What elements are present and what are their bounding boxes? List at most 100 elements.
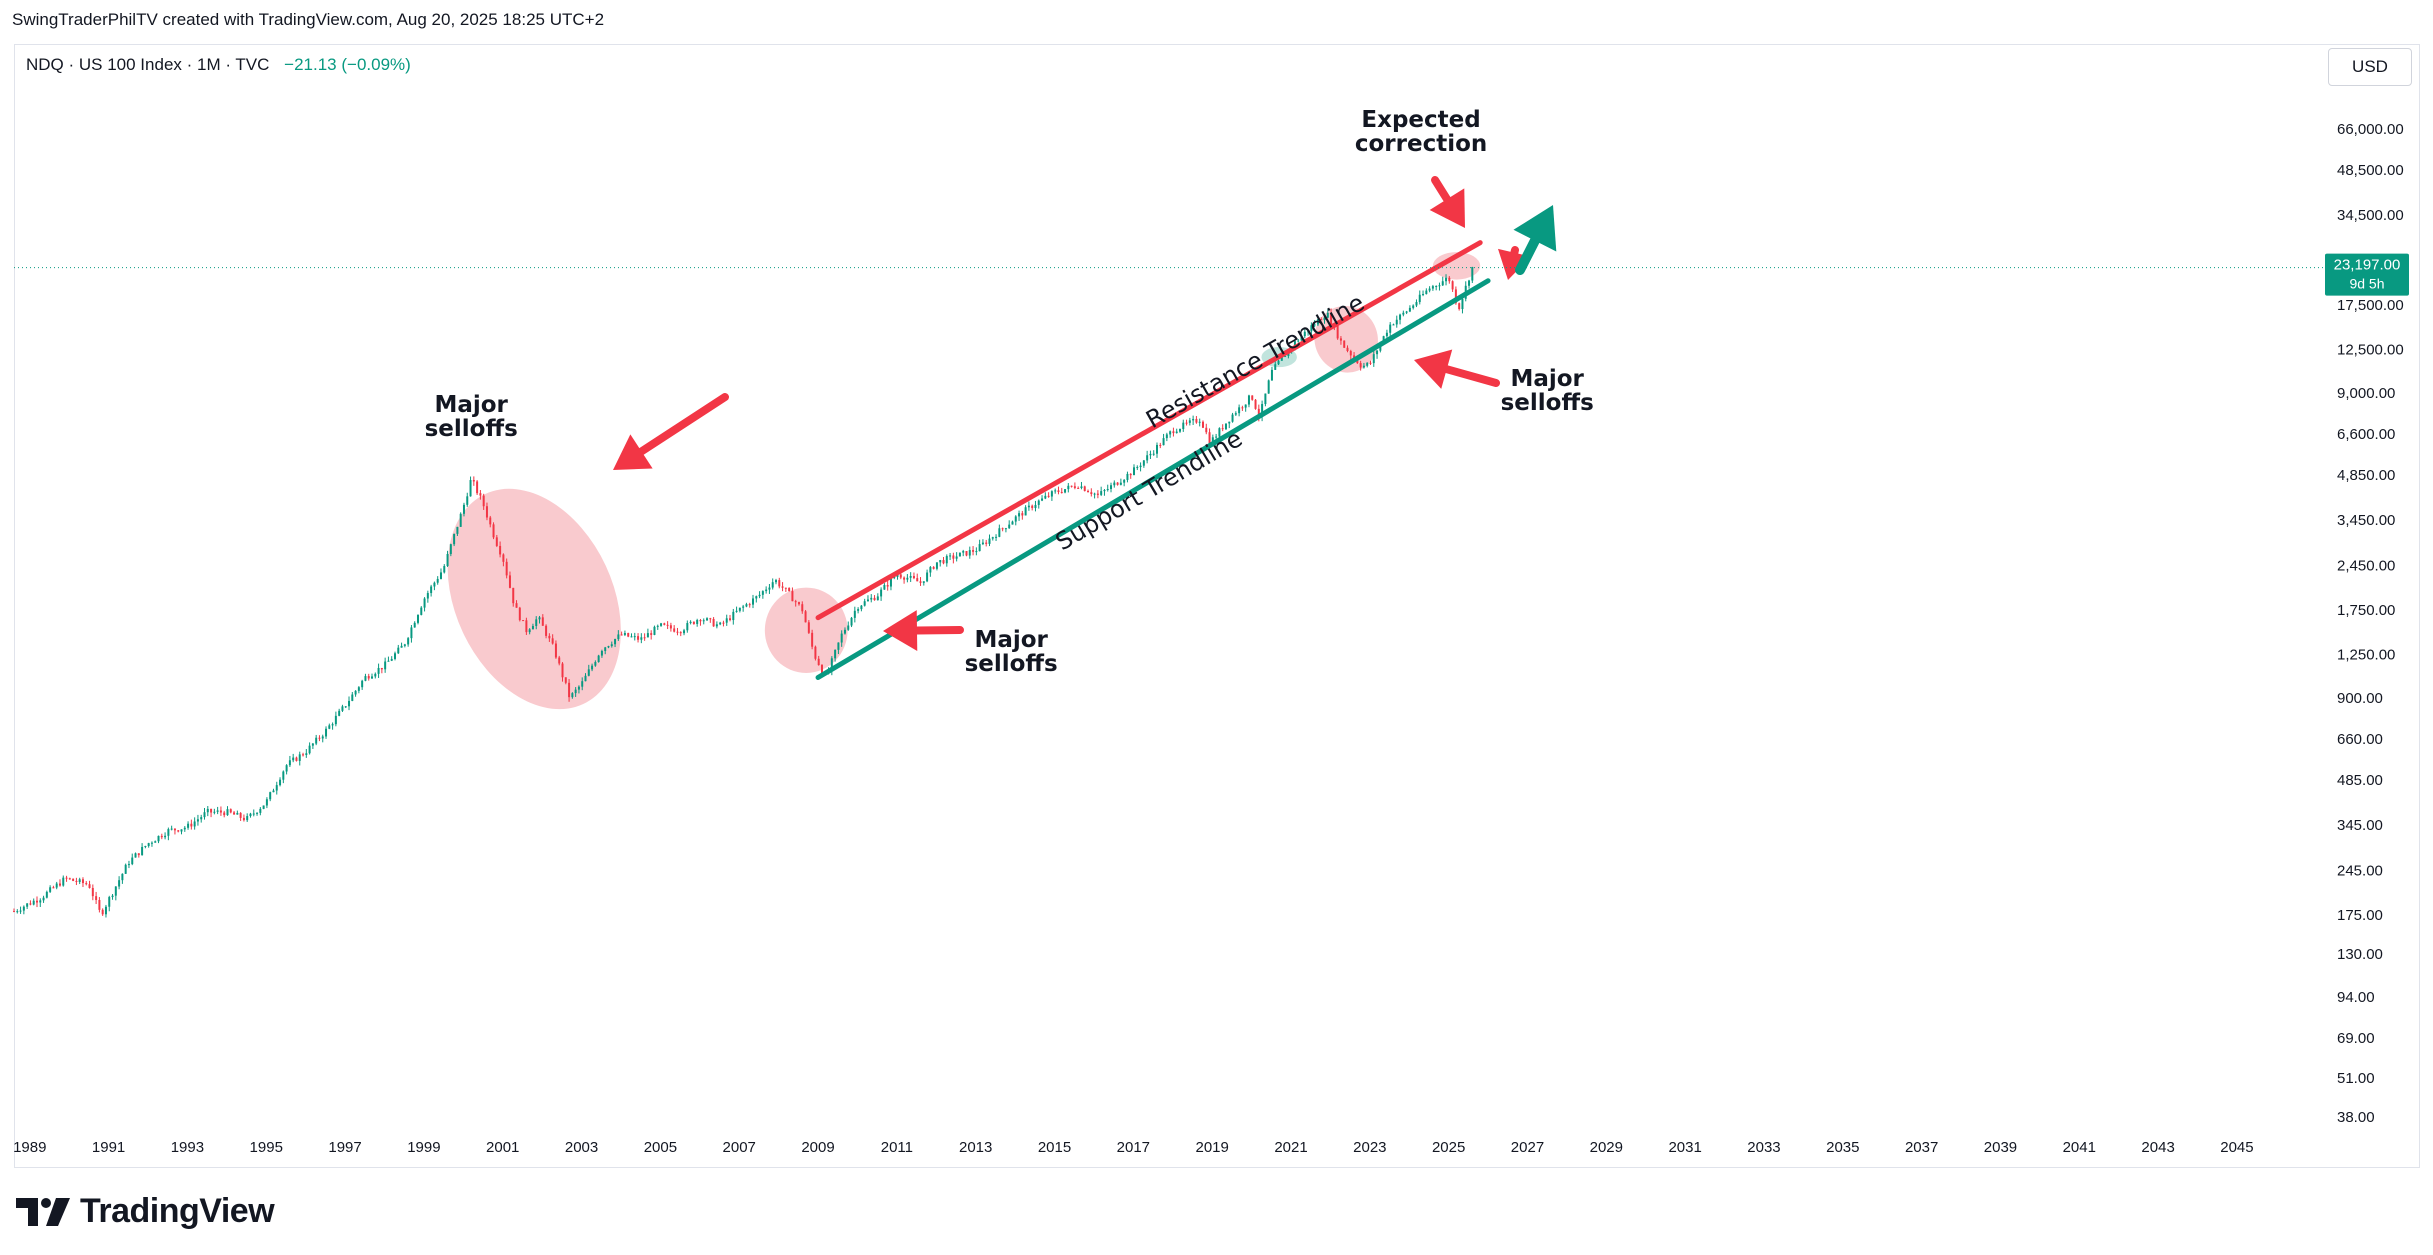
candle-body bbox=[1047, 495, 1050, 497]
candle-body bbox=[732, 611, 735, 621]
candle-body bbox=[508, 575, 511, 588]
candle-body bbox=[1050, 491, 1053, 497]
candle-body bbox=[627, 633, 630, 637]
candle-body bbox=[1123, 479, 1126, 483]
candle-body bbox=[610, 644, 613, 647]
candle-body bbox=[213, 811, 216, 813]
candle-body bbox=[1195, 418, 1198, 423]
annotation-label: Major bbox=[1510, 366, 1584, 392]
candle-body bbox=[515, 603, 518, 608]
candle-body bbox=[1366, 362, 1369, 366]
candle-body bbox=[531, 625, 534, 630]
candle-body bbox=[413, 622, 416, 628]
x-tick-label: 1999 bbox=[407, 1139, 440, 1156]
selloff-highlight bbox=[764, 587, 848, 673]
tradingview-logo[interactable]: TradingView bbox=[16, 1192, 275, 1231]
candle-body bbox=[663, 623, 666, 625]
candle-body bbox=[860, 605, 863, 610]
candle-body bbox=[1021, 513, 1024, 516]
x-tick-label: 2015 bbox=[1038, 1139, 1071, 1156]
candle-body bbox=[791, 591, 794, 602]
candle-body bbox=[968, 550, 971, 556]
candle-body bbox=[124, 864, 127, 874]
candle-body bbox=[1297, 340, 1300, 342]
candle-body bbox=[265, 799, 268, 806]
candle-body bbox=[620, 634, 623, 636]
candle-body bbox=[745, 604, 748, 607]
candle-body bbox=[551, 638, 554, 644]
candle-body bbox=[374, 673, 377, 677]
symbol-header[interactable]: NDQ · US 100 Index · 1M · TVC −21.13 (−0… bbox=[26, 55, 411, 75]
candle-body bbox=[1412, 305, 1415, 308]
candle-body bbox=[1208, 432, 1211, 444]
candle-body bbox=[288, 760, 291, 766]
candle-body bbox=[482, 495, 485, 507]
candle-body bbox=[1415, 302, 1418, 306]
candle-body bbox=[177, 830, 180, 832]
candle-body bbox=[1228, 421, 1231, 424]
candle-body bbox=[571, 693, 574, 698]
candle-body bbox=[1201, 421, 1204, 428]
candle-body bbox=[430, 586, 433, 594]
x-tick-label: 2043 bbox=[2141, 1139, 2174, 1156]
candle-body bbox=[669, 625, 672, 629]
candle-body bbox=[49, 887, 52, 892]
candle-body bbox=[1402, 312, 1405, 315]
candle-body bbox=[597, 655, 600, 663]
y-tick-label: 130.00 bbox=[2337, 946, 2383, 963]
candle-body bbox=[499, 545, 502, 555]
candle-body bbox=[1044, 495, 1047, 499]
candle-body bbox=[558, 657, 561, 664]
candle-body bbox=[229, 809, 232, 813]
candle-body bbox=[183, 827, 186, 830]
candle-body bbox=[811, 632, 814, 647]
candle-body bbox=[249, 813, 252, 817]
candle-body bbox=[1425, 290, 1428, 295]
candle-body bbox=[949, 555, 952, 557]
candle-body bbox=[1300, 336, 1303, 341]
candle-body bbox=[978, 544, 981, 552]
y-tick-label: 94.00 bbox=[2337, 989, 2375, 1006]
candle-body bbox=[512, 587, 515, 604]
candle-body bbox=[1142, 460, 1145, 466]
candle-body bbox=[456, 526, 459, 534]
symbol-line: NDQ · US 100 Index · 1M · TVC bbox=[26, 55, 270, 74]
candle-body bbox=[459, 513, 462, 527]
x-tick-label: 1989 bbox=[13, 1139, 46, 1156]
candle-body bbox=[1339, 338, 1342, 341]
candle-body bbox=[81, 879, 84, 884]
candle-body bbox=[676, 631, 679, 633]
candle-body bbox=[712, 618, 715, 627]
y-tick-label: 34,500.00 bbox=[2337, 207, 2404, 224]
selloff-arrow-2001-head bbox=[613, 434, 653, 470]
candle-body bbox=[837, 642, 840, 650]
candle-body bbox=[384, 661, 387, 670]
candle-body bbox=[351, 694, 354, 701]
candle-body bbox=[1077, 487, 1080, 489]
candle-body bbox=[308, 745, 311, 754]
candle-body bbox=[1293, 341, 1296, 348]
candle-body bbox=[715, 624, 718, 627]
candle-body bbox=[1428, 288, 1431, 291]
candle-body bbox=[1004, 528, 1007, 530]
candle-body bbox=[354, 690, 357, 695]
candle-body bbox=[545, 625, 548, 636]
candle-body bbox=[65, 877, 68, 879]
candle-body bbox=[1083, 486, 1086, 491]
candle-body bbox=[886, 585, 889, 587]
x-tick-label: 2009 bbox=[801, 1139, 834, 1156]
candle-body bbox=[311, 743, 314, 746]
y-tick-label: 2,450.00 bbox=[2337, 557, 2395, 574]
candle-body bbox=[1274, 364, 1277, 370]
candle-body bbox=[279, 779, 282, 786]
candle-body bbox=[1451, 281, 1454, 290]
candle-body bbox=[111, 895, 114, 898]
currency-button[interactable]: USD bbox=[2328, 48, 2412, 86]
candle-body bbox=[357, 687, 360, 691]
selloff-arrow-2009 bbox=[912, 626, 964, 635]
candle-body bbox=[866, 599, 869, 602]
candle-body bbox=[778, 580, 781, 587]
candle-body bbox=[446, 554, 449, 567]
candle-body bbox=[614, 639, 617, 645]
